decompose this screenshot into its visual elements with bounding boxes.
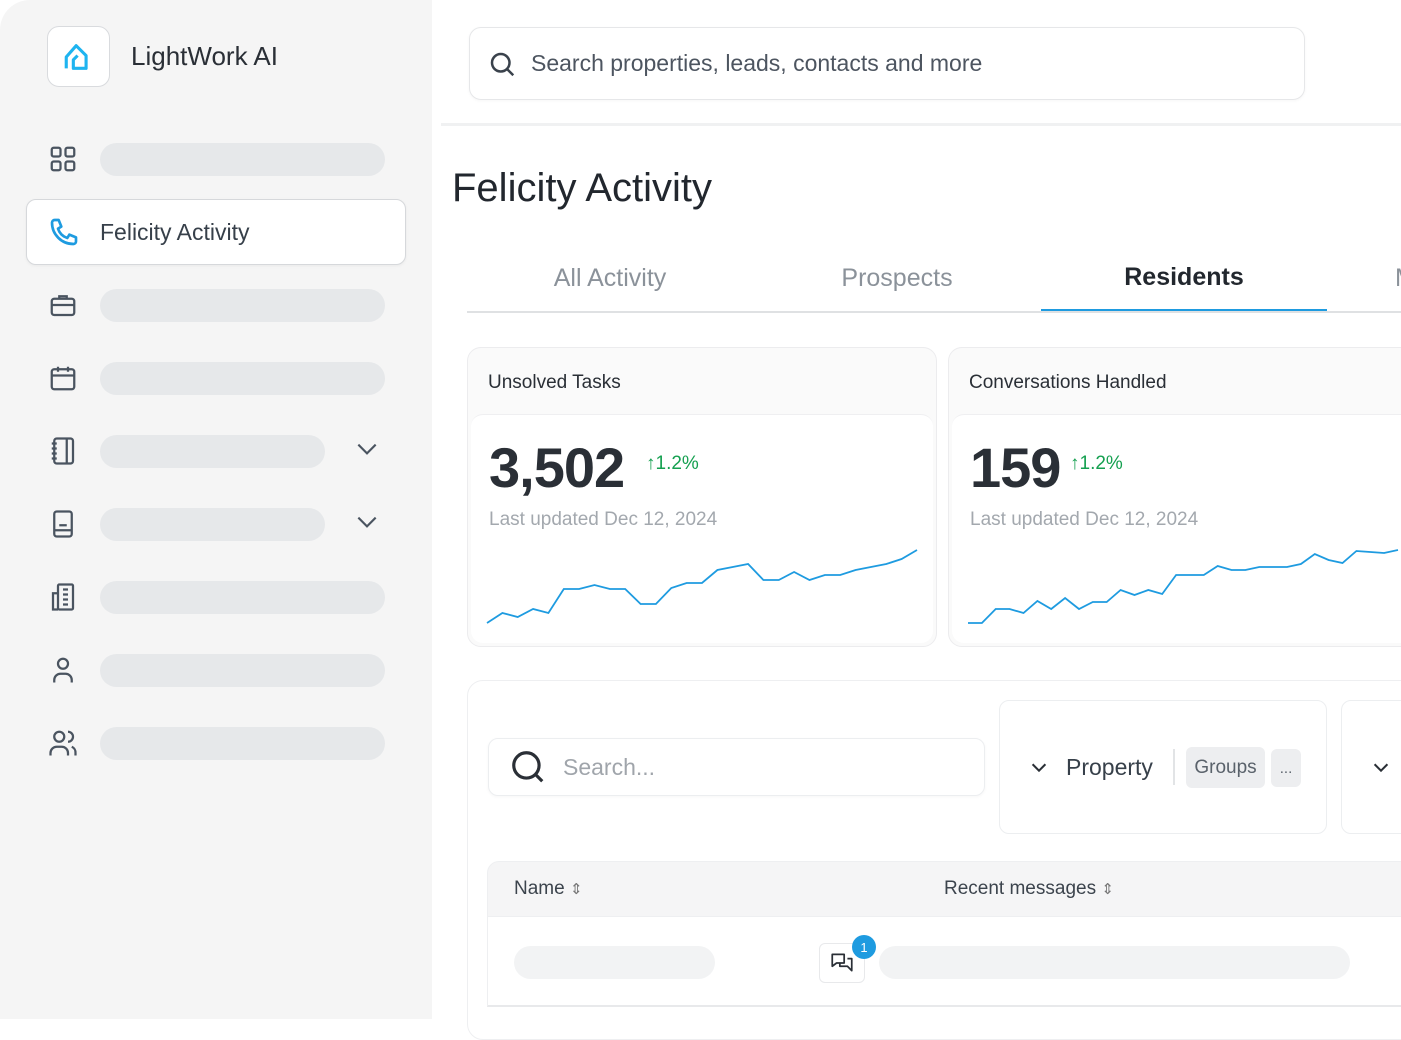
chat-bubbles-icon <box>831 953 853 972</box>
last-updated: Last updated Dec 12, 2024 <box>970 509 1199 530</box>
sidebar-item-notebook[interactable] <box>26 418 406 484</box>
secondary-filter[interactable] <box>1341 700 1401 834</box>
sidebar-item-calendar[interactable] <box>26 345 406 411</box>
label-placeholder <box>100 726 385 760</box>
metric-value: 159 <box>970 436 1061 499</box>
label-placeholder <box>100 580 385 614</box>
calendar-icon <box>47 362 79 394</box>
sparkline-path <box>486 549 918 624</box>
sidebar-item-dashboard[interactable] <box>26 126 406 192</box>
table-row[interactable]: 1 <box>487 917 1401 1007</box>
card-title: Conversations Handled <box>969 372 1167 393</box>
chevron-down-icon <box>1031 763 1047 773</box>
chevron-down-icon[interactable] <box>354 509 380 540</box>
sidebar-item-user[interactable] <box>26 637 406 703</box>
sidebar-item-felicity-activity[interactable]: Felicity Activity <box>26 199 406 265</box>
column-header-name[interactable]: Name ⇕ <box>514 878 583 899</box>
sidebar-item-building[interactable] <box>26 564 406 630</box>
sidebar-item-briefcase[interactable] <box>26 272 406 338</box>
label-placeholder <box>100 653 385 687</box>
building-icon <box>47 581 79 613</box>
divider <box>441 123 1401 126</box>
label-placeholder <box>100 507 325 541</box>
sidebar: LightWork AI Felicity Activity <box>0 0 432 1019</box>
chevron-down-icon[interactable] <box>354 436 380 467</box>
briefcase-icon <box>47 289 79 321</box>
unread-badge: 1 <box>852 935 876 959</box>
column-header-recent-messages[interactable]: Recent messages ⇕ <box>944 878 1114 899</box>
tab-residents[interactable]: Residents <box>1041 245 1327 311</box>
property-label: Property <box>1066 754 1153 780</box>
chevron-down-icon <box>1373 763 1389 773</box>
metric-delta: ↑1.2% <box>1070 453 1123 474</box>
table-search-input[interactable]: Search... <box>488 738 985 796</box>
tab-more[interactable]: M <box>1328 245 1401 311</box>
phone-icon <box>48 216 80 248</box>
more-chip[interactable]: ... <box>1271 749 1301 787</box>
sparkline <box>968 549 1399 624</box>
brand-name: LightWork AI <box>131 41 278 71</box>
unsolved-tasks-card: Unsolved Tasks 3,502 ↑1.2% Last updated … <box>467 347 937 647</box>
sparkline-path <box>968 549 1399 624</box>
label-placeholder <box>100 434 325 468</box>
tab-all-activity[interactable]: All Activity <box>553 263 667 292</box>
table-header: Name ⇕ Recent messages ⇕ <box>487 861 1401 917</box>
global-search-input[interactable]: Search properties, leads, contacts and m… <box>469 27 1305 100</box>
search-placeholder: Search properties, leads, contacts and m… <box>531 50 983 76</box>
grid-icon <box>47 143 79 175</box>
label-placeholder <box>100 288 385 322</box>
notebook-icon <box>47 435 79 467</box>
groups-chip[interactable]: Groups <box>1186 747 1265 788</box>
metric-delta: ↑1.2% <box>646 453 699 474</box>
sidebar-item-label: Felicity Activity <box>100 218 250 245</box>
divider <box>1173 749 1175 785</box>
sparkline <box>486 549 918 624</box>
arrow-up-icon: ↑ <box>646 453 656 474</box>
sort-icon: ⇕ <box>569 881 583 898</box>
card-title: Unsolved Tasks <box>488 372 621 393</box>
conversations-handled-card: Conversations Handled 159 ↑1.2% Last upd… <box>948 347 1401 647</box>
page-title: Felicity Activity <box>452 166 713 210</box>
sort-icon: ⇕ <box>1101 881 1114 898</box>
home-logo-icon <box>64 43 88 70</box>
book-icon <box>47 508 79 540</box>
search-icon <box>512 751 544 783</box>
users-icon <box>47 727 79 759</box>
tab-prospects[interactable]: Prospects <box>841 263 953 292</box>
search-placeholder: Search... <box>563 753 656 780</box>
label-placeholder <box>100 361 385 395</box>
sidebar-item-users[interactable] <box>26 710 406 776</box>
sidebar-item-book[interactable] <box>26 491 406 557</box>
metric-value: 3,502 <box>489 436 625 499</box>
message-placeholder <box>879 946 1350 979</box>
tab-bar: All Activity Prospects Residents M <box>467 245 1401 313</box>
property-filter[interactable]: Property Groups ... <box>999 700 1327 834</box>
arrow-up-icon: ↑ <box>1070 453 1080 474</box>
user-icon <box>47 654 79 686</box>
name-placeholder <box>514 946 715 979</box>
logo[interactable] <box>47 26 110 87</box>
search-icon <box>490 52 515 76</box>
last-updated: Last updated Dec 12, 2024 <box>489 509 718 530</box>
label-placeholder <box>100 142 385 176</box>
